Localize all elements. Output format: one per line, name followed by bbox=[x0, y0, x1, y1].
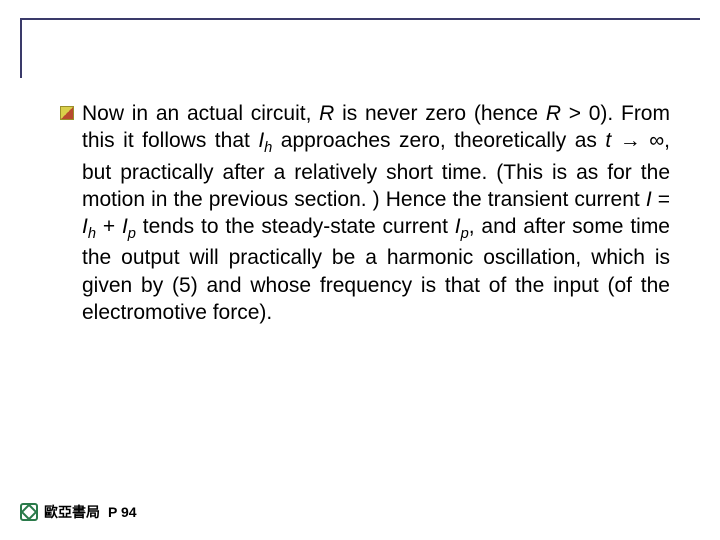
page-prefix: P bbox=[108, 504, 117, 520]
bullet-item: Now in an actual circuit, R is never zer… bbox=[60, 100, 670, 326]
slide-frame-top bbox=[20, 18, 700, 20]
bullet-icon bbox=[60, 106, 74, 120]
publisher-logo-icon bbox=[20, 503, 38, 521]
publisher-name: 歐亞書局 bbox=[44, 502, 100, 522]
content-area: Now in an actual circuit, R is never zer… bbox=[60, 100, 670, 326]
footer: 歐亞書局 P 94 bbox=[20, 502, 137, 522]
page-label: P 94 bbox=[108, 504, 137, 520]
paragraph-text: Now in an actual circuit, R is never zer… bbox=[82, 100, 670, 326]
slide-frame-left bbox=[20, 18, 22, 78]
page-number: 94 bbox=[121, 504, 137, 520]
